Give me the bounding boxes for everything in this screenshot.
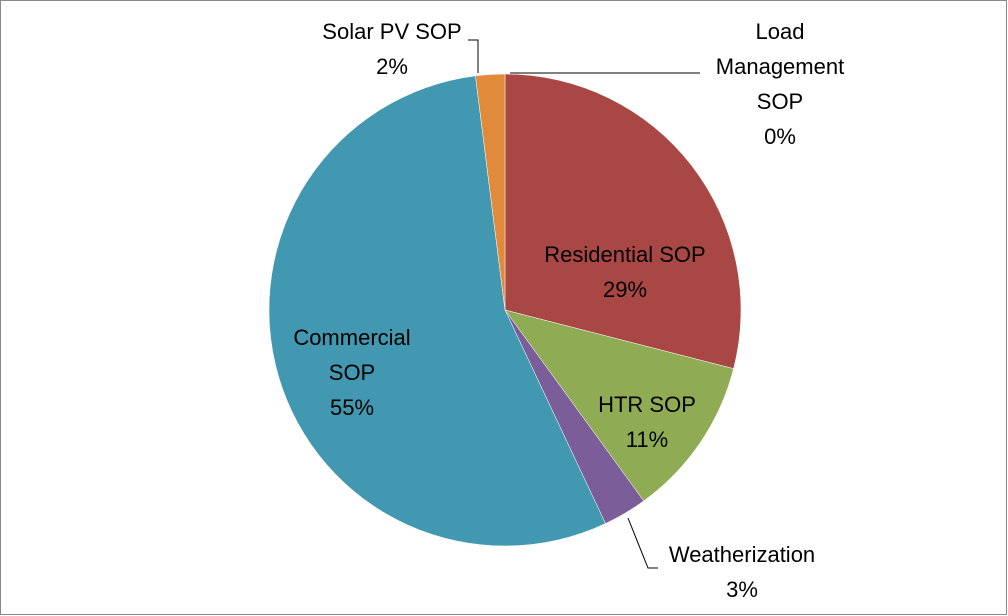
value-label: 3%	[726, 577, 758, 602]
value-label: 55%	[329, 395, 375, 420]
category-label: Commercial SOP	[293, 325, 411, 385]
pie-slice	[475, 73, 506, 311]
value-label: 0%	[764, 124, 796, 149]
category-label: Weatherization	[668, 542, 816, 567]
category-label: HTR SOP	[598, 392, 696, 417]
slice-label: Residential SOP 29%	[525, 237, 725, 307]
slice-label: Load Management SOP 0%	[710, 14, 850, 154]
slice-label: Solar PV SOP 2%	[292, 14, 492, 84]
category-label: Residential SOP	[544, 242, 706, 267]
slice-label: Weatherization 3%	[642, 537, 842, 607]
value-label: 29%	[602, 277, 648, 302]
value-label: 11%	[625, 427, 669, 452]
leader-line	[627, 517, 658, 569]
category-label: Solar PV SOP	[322, 19, 462, 44]
pie	[268, 73, 742, 547]
category-label: Load Management SOP	[715, 19, 845, 114]
pie-slice	[268, 75, 606, 547]
slice-label: HTR SOP 11%	[577, 387, 717, 457]
slice-label: Commercial SOP 55%	[282, 320, 422, 425]
pie-slice	[504, 73, 742, 369]
leader-line	[468, 39, 479, 73]
value-label: 2%	[376, 54, 408, 79]
pie-slice	[504, 309, 734, 502]
